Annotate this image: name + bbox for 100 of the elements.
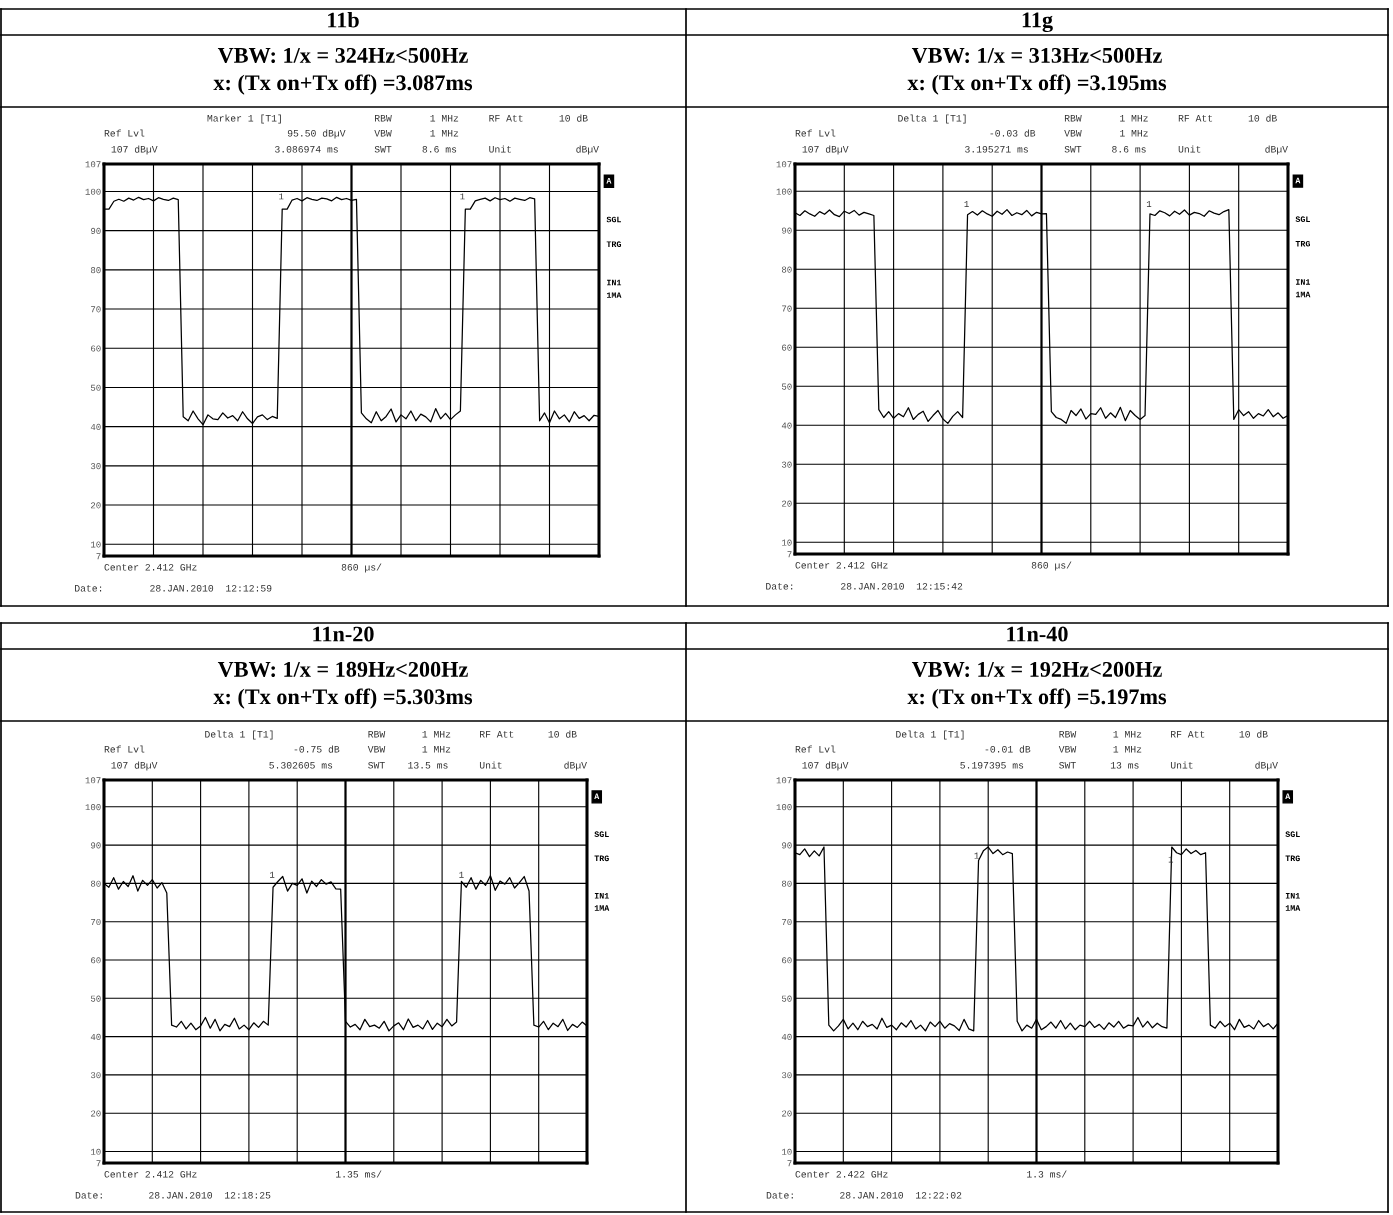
text: RF Att	[480, 731, 514, 738]
y-tick-label: 20	[782, 500, 792, 507]
annotation: 1	[460, 193, 465, 200]
text: Delta 1 [T1]	[205, 730, 273, 740]
text: 1 MHz	[1113, 731, 1142, 738]
y-tick-label: 40	[90, 423, 101, 430]
text: Delta 1 [T1]	[896, 730, 964, 740]
text: 860 µs/	[1031, 561, 1072, 571]
text: Date:	[75, 585, 102, 592]
text: 10 dB	[1239, 730, 1268, 738]
y-tick-label: 40	[781, 422, 792, 429]
text: SGL	[594, 831, 609, 838]
y-tick-label: 80	[781, 880, 792, 887]
text: RF Att	[489, 115, 523, 122]
text: Center 2.412 GHz	[104, 564, 197, 571]
y-tick-label: 107	[776, 161, 792, 168]
y-tick-label: 70	[91, 306, 101, 313]
y-tick-label: 107	[85, 777, 101, 784]
text: SWT	[1064, 146, 1082, 153]
y-tick-label: 90	[91, 842, 101, 849]
text: SGL	[1285, 831, 1300, 838]
text: 1.35 ms/	[336, 1170, 382, 1178]
y-tick-label: 20	[91, 502, 101, 509]
text: Date:	[75, 1192, 102, 1199]
text: SWT	[1059, 762, 1076, 769]
text: dBµV	[576, 145, 599, 155]
text: TRG	[1285, 855, 1300, 862]
y-tick-label: 80	[90, 267, 101, 274]
text: TRG	[1295, 240, 1310, 247]
y-tick-label: 70	[782, 918, 792, 926]
y-tick-label: 40	[90, 1033, 101, 1040]
text: 1MA	[1295, 291, 1311, 298]
text: VBW	[1058, 746, 1077, 753]
text: VBW	[1064, 130, 1082, 137]
text: 95.50 dBµV	[287, 129, 346, 139]
text: 8.6 ms	[1112, 146, 1146, 153]
text: 10 dB	[1248, 114, 1277, 122]
y-tick-label: 20	[782, 1110, 792, 1117]
annotation: 1	[1146, 201, 1152, 207]
text: -0.01 dB	[985, 745, 1031, 753]
text: 8.6 ms	[422, 146, 457, 153]
text: IN1	[1296, 279, 1311, 285]
text: 1 MHz	[1113, 746, 1142, 753]
text: 1MA	[1285, 905, 1301, 911]
chart-title: 11g	[1022, 12, 1053, 33]
text: 107 dBµV	[802, 761, 849, 771]
text: IN1	[607, 279, 622, 286]
text: 28.JAN.2010 12:12:59	[150, 585, 272, 592]
y-tick-label: 50	[90, 995, 101, 1002]
text: RBW	[1064, 115, 1082, 122]
y-tick-label: 107	[776, 777, 792, 784]
y-tick-label: 30	[90, 1072, 101, 1079]
text: Ref Lvl	[104, 129, 145, 137]
text: dBµV	[564, 761, 587, 771]
text: TRG	[606, 241, 622, 247]
text: 10 dB	[559, 114, 588, 122]
text: 1 MHz	[422, 731, 451, 738]
text: Unit	[489, 145, 511, 153]
text: RBW	[1059, 731, 1077, 738]
y-tick-label: 40	[781, 1033, 792, 1040]
text: -0.75 dB	[294, 745, 340, 753]
text: IN1	[1285, 893, 1300, 899]
text: SGL	[606, 216, 621, 223]
y-tick-label: 60	[782, 344, 792, 351]
text: VBW	[374, 130, 392, 137]
y-tick-label: 7	[96, 553, 101, 560]
y-tick-label: 100	[85, 804, 101, 811]
y-tick-label: 30	[781, 461, 792, 468]
y-tick-label: 100	[776, 804, 792, 811]
y-tick-label: 10	[782, 1148, 792, 1155]
y-tick-label: 107	[85, 161, 101, 168]
text: 107 dBµV	[111, 145, 158, 155]
annotation: 1	[964, 201, 969, 207]
text: 13.5 ms	[408, 762, 448, 769]
text: 3.195271 ms	[965, 146, 1028, 153]
y-tick-label: 60	[782, 957, 792, 964]
text: 5.197395 ms	[960, 762, 1024, 769]
text: VBW	[367, 746, 386, 753]
text: Center 2.422 GHz	[795, 1171, 888, 1178]
text: Ref Lvl	[795, 745, 836, 753]
y-tick-label: 90	[782, 227, 792, 234]
chart-title: 11b	[328, 11, 359, 28]
text: IN1	[594, 893, 609, 899]
text: A	[594, 793, 600, 800]
y-tick-label: 20	[91, 1110, 101, 1117]
text: RBW	[375, 115, 392, 122]
annotation: 1	[459, 871, 464, 878]
text: 1 MHz	[430, 130, 459, 137]
text: dBµV	[1255, 761, 1278, 771]
text: 1.3 ms/	[1027, 1170, 1067, 1178]
text: 107 dBµV	[802, 145, 849, 155]
annotation: 1	[270, 871, 275, 878]
text: Unit	[1178, 145, 1201, 153]
text: Unit	[479, 761, 502, 769]
chart-title: 11n-20	[313, 626, 374, 642]
y-tick-label: 30	[90, 463, 101, 470]
y-tick-label: 10	[91, 1148, 101, 1155]
text: Unit	[1170, 761, 1193, 769]
text: RF Att	[1178, 115, 1213, 122]
text: A	[1295, 177, 1301, 184]
